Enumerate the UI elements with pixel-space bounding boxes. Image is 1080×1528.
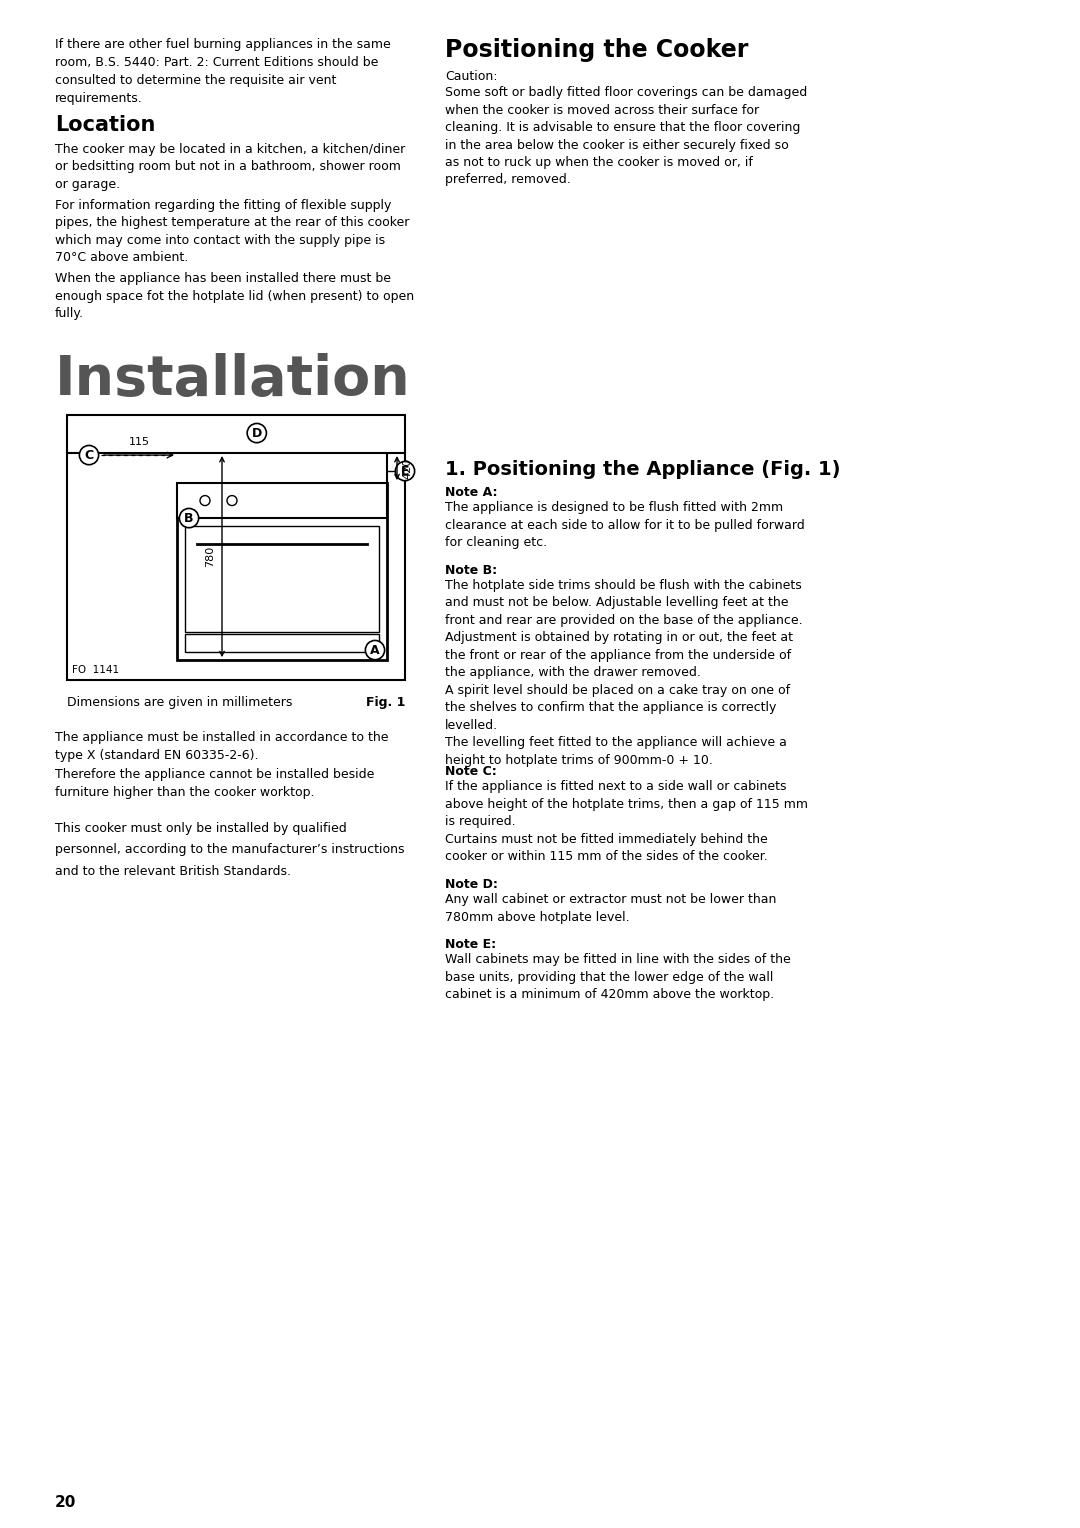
Text: Note B:: Note B:	[445, 564, 497, 578]
Bar	[67, 416, 405, 680]
Text: 115: 115	[129, 437, 149, 448]
Text: B: B	[185, 512, 193, 524]
Text: FO  1141: FO 1141	[72, 665, 119, 675]
Text: Positioning the Cooker: Positioning the Cooker	[445, 38, 748, 63]
Text: If there are other fuel burning appliances in the same
room, B.S. 5440: Part. 2:: If there are other fuel burning applianc…	[55, 38, 391, 105]
Text: Location: Location	[55, 115, 156, 134]
Text: 780: 780	[205, 545, 215, 567]
Text: Dimensions are given in millimeters: Dimensions are given in millimeters	[67, 697, 293, 709]
Text: Any wall cabinet or extractor must not be lower than
780mm above hotplate level.: Any wall cabinet or extractor must not b…	[445, 892, 777, 923]
Text: The appliance is designed to be flush fitted with 2mm
clearance at each side to : The appliance is designed to be flush fi…	[445, 501, 805, 549]
Text: A: A	[370, 643, 380, 657]
Bar	[185, 526, 379, 633]
Text: Caution:: Caution:	[445, 70, 498, 83]
Text: Wall cabinets may be fitted in line with the sides of the
base units, providing : Wall cabinets may be fitted in line with…	[445, 953, 791, 1001]
Text: For information regarding the fitting of flexible supply
pipes, the highest temp: For information regarding the fitting of…	[55, 199, 409, 264]
Text: Note C:: Note C:	[445, 766, 497, 778]
Bar	[177, 483, 387, 518]
Text: Installation: Installation	[55, 353, 410, 406]
Text: E: E	[401, 465, 409, 478]
Text: 20: 20	[55, 1494, 77, 1510]
Bar	[185, 634, 379, 652]
Text: D: D	[252, 426, 262, 440]
Text: The hotplate side trims should be flush with the cabinets
and must not be below.: The hotplate side trims should be flush …	[445, 579, 802, 767]
Text: Note E:: Note E:	[445, 938, 496, 952]
Text: This cooker must only be installed by qualified
personnel, according to the manu: This cooker must only be installed by qu…	[55, 822, 405, 877]
Text: The appliance must be installed in accordance to the
type X (standard EN 60335-2: The appliance must be installed in accor…	[55, 730, 389, 761]
Text: Some soft or badly fitted floor coverings can be damaged
when the cooker is move: Some soft or badly fitted floor covering…	[445, 86, 807, 186]
Text: When the appliance has been installed there must be
enough space fot the hotplat: When the appliance has been installed th…	[55, 272, 414, 321]
Text: The cooker may be located in a kitchen, a kitchen/diner
or bedsitting room but n: The cooker may be located in a kitchen, …	[55, 144, 405, 191]
Text: 1. Positioning the Appliance (Fig. 1): 1. Positioning the Appliance (Fig. 1)	[445, 460, 840, 478]
Text: Note A:: Note A:	[445, 486, 498, 500]
Text: 420: 420	[402, 457, 411, 478]
Text: If the appliance is fitted next to a side wall or cabinets
above height of the h: If the appliance is fitted next to a sid…	[445, 779, 808, 863]
Text: Therefore the appliance cannot be installed beside
furniture higher than the coo: Therefore the appliance cannot be instal…	[55, 769, 375, 799]
Bar	[177, 483, 387, 660]
Text: Note D:: Note D:	[445, 879, 498, 891]
Text: C: C	[84, 449, 94, 461]
Text: Fig. 1: Fig. 1	[366, 697, 405, 709]
